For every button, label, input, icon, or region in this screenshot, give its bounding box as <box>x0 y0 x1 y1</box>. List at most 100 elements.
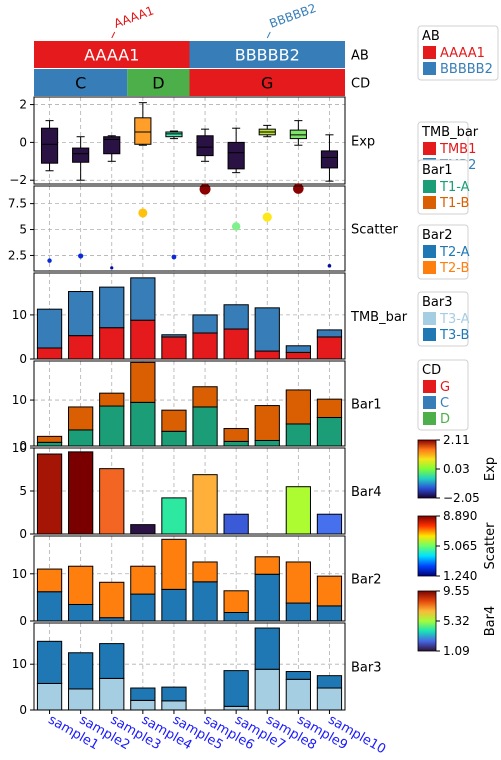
bar-segment-tmb2 <box>224 305 248 329</box>
bar-segment-t3-b <box>131 688 155 700</box>
legend-swatch <box>423 62 436 75</box>
top-label-text: BBBBB2 <box>267 1 318 31</box>
legend-swatch <box>423 196 436 209</box>
legend-bar3: Bar3 T3-AT3-B <box>418 292 470 346</box>
colorbar-tick-label: 5.32 <box>443 614 470 628</box>
scatter-point-sample1 <box>47 258 51 262</box>
colorbar-strip <box>418 591 436 651</box>
y-tick-label: 5 <box>19 223 27 237</box>
y-tick-label: 2.5 <box>8 248 27 262</box>
y-tick-label: 0 <box>19 352 27 366</box>
bar-segment-t1-a <box>224 441 248 446</box>
bar-segment-t3-a <box>37 683 61 710</box>
bar-segment-t2-b <box>162 539 186 589</box>
y-tick-label: 0 <box>19 527 27 541</box>
bar-segment-t1-b <box>131 362 155 402</box>
y-tick-label: 7.5 <box>8 197 27 211</box>
bar-segment-t1-b <box>100 393 124 406</box>
bar-segment-t1-a <box>162 431 186 446</box>
panel-bar3: 0 10 Bar3 <box>12 623 382 717</box>
colorbar-tick-label: 1.09 <box>443 644 470 658</box>
bar-segment-tmb1 <box>224 329 248 359</box>
annotation-row-ab: AAAA1 BBBBB2 AB <box>34 41 369 68</box>
bar-segment-t2-b <box>69 566 93 604</box>
annotation-segment-label: AAAA1 <box>84 46 139 65</box>
annotation-segment-label: BBBBB2 <box>235 46 300 65</box>
bar-segment-t1-b <box>255 406 279 441</box>
legend-entry-label: G <box>440 380 450 395</box>
bar-segment-t2-b <box>317 576 341 606</box>
bar-segment-tmb1 <box>286 352 310 359</box>
bar-segment-tmb1 <box>317 337 341 359</box>
top-label-0: AAAA1 <box>112 3 156 38</box>
bar-segment-t2-b <box>100 582 124 617</box>
legend-title: Bar3 <box>422 295 453 310</box>
y-tick-label: 2 <box>19 98 27 112</box>
colorbar-strip <box>418 440 436 498</box>
bar-segment-t3-a <box>255 669 279 710</box>
scatter-point-sample4 <box>138 208 147 217</box>
colorbar-scatter: 8.8905.0651.240Scatter <box>418 509 498 583</box>
box-sample2 <box>73 137 89 181</box>
legend-entry-label: T2-B <box>439 261 469 276</box>
box-sample4 <box>135 103 151 146</box>
bar-segment-t1-a <box>317 418 341 446</box>
panel-label: Bar4 <box>351 485 382 500</box>
y-tick-label: 0 <box>19 703 27 717</box>
bar-segment-t1-a <box>131 402 155 446</box>
box-sample1 <box>41 121 57 171</box>
box-sample7 <box>228 128 244 172</box>
annotation-row-label: AB <box>351 49 369 64</box>
legend-entry-label: BBBBB2 <box>440 62 493 77</box>
box-body <box>135 118 151 144</box>
y-tick-label: 10 <box>12 657 27 671</box>
bar-segment-t3-a <box>317 688 341 710</box>
y-tick-label: 10 <box>12 308 27 322</box>
panel-bar4: 0 5 10 Bar4 <box>12 441 382 541</box>
bar-segment-t3-b <box>100 644 124 679</box>
bar-segment-t3-a <box>131 700 155 710</box>
y-tick-label: 10 <box>12 441 27 455</box>
scatter-point-sample2 <box>78 253 83 258</box>
bar-segment-tmb1 <box>255 351 279 359</box>
colorbar-title: Exp <box>483 457 498 481</box>
colorbar-tick-label: 1.240 <box>443 569 477 583</box>
bar-segment-t3-b <box>286 672 310 680</box>
bar-segment-t2-b <box>255 557 279 574</box>
bar-segment-t3-b <box>255 628 279 669</box>
box-sample10 <box>321 135 337 181</box>
y-tick-label: 10 <box>12 567 27 581</box>
scatter-point-sample3 <box>110 266 113 269</box>
legend-entry-label: T3-A <box>439 312 470 327</box>
bar-segment-tmb1 <box>69 336 93 359</box>
legend-entry-label: T1-A <box>439 180 470 195</box>
bar-segment-tmb1 <box>162 337 186 359</box>
panel-label: TMB_bar <box>350 310 408 325</box>
bar-segment-t1-b <box>193 387 217 407</box>
panel-bar1: 010 Bar1 <box>12 361 382 453</box>
panel-bar2: 0 10 Bar2 <box>12 536 382 628</box>
bar-segment-tmb2 <box>37 309 61 348</box>
panel-scatter: 2.557.5Scatter <box>8 183 399 271</box>
y-tick-label: 5 <box>19 484 27 498</box>
legend-swatch <box>423 180 436 193</box>
bar-segment-t2-b <box>224 591 248 613</box>
legend-entry-label: T3-B <box>439 328 469 343</box>
colorbar-tick-label: 8.890 <box>443 509 477 523</box>
annotation-row-label: CD <box>351 77 370 92</box>
box-sample8 <box>259 125 275 136</box>
bar-segment-tmb2 <box>100 287 124 328</box>
bar-segment-t3-a <box>162 701 186 710</box>
bar-segment-t1-b <box>37 436 61 442</box>
bar-segment-t3-b <box>224 671 248 707</box>
bar-segment-t1-a <box>193 407 217 446</box>
bar-segment-tmb2 <box>69 292 93 336</box>
legend-swatch <box>423 396 436 409</box>
legend-bar1: Bar1T1-AT1-B <box>418 160 470 214</box>
box-sample3 <box>104 136 120 162</box>
bar-segment-tmb2 <box>162 335 186 337</box>
bar-segment-t2-b <box>193 562 217 582</box>
bar-sample6 <box>193 475 217 534</box>
bar-segment-t2-b <box>131 566 155 594</box>
